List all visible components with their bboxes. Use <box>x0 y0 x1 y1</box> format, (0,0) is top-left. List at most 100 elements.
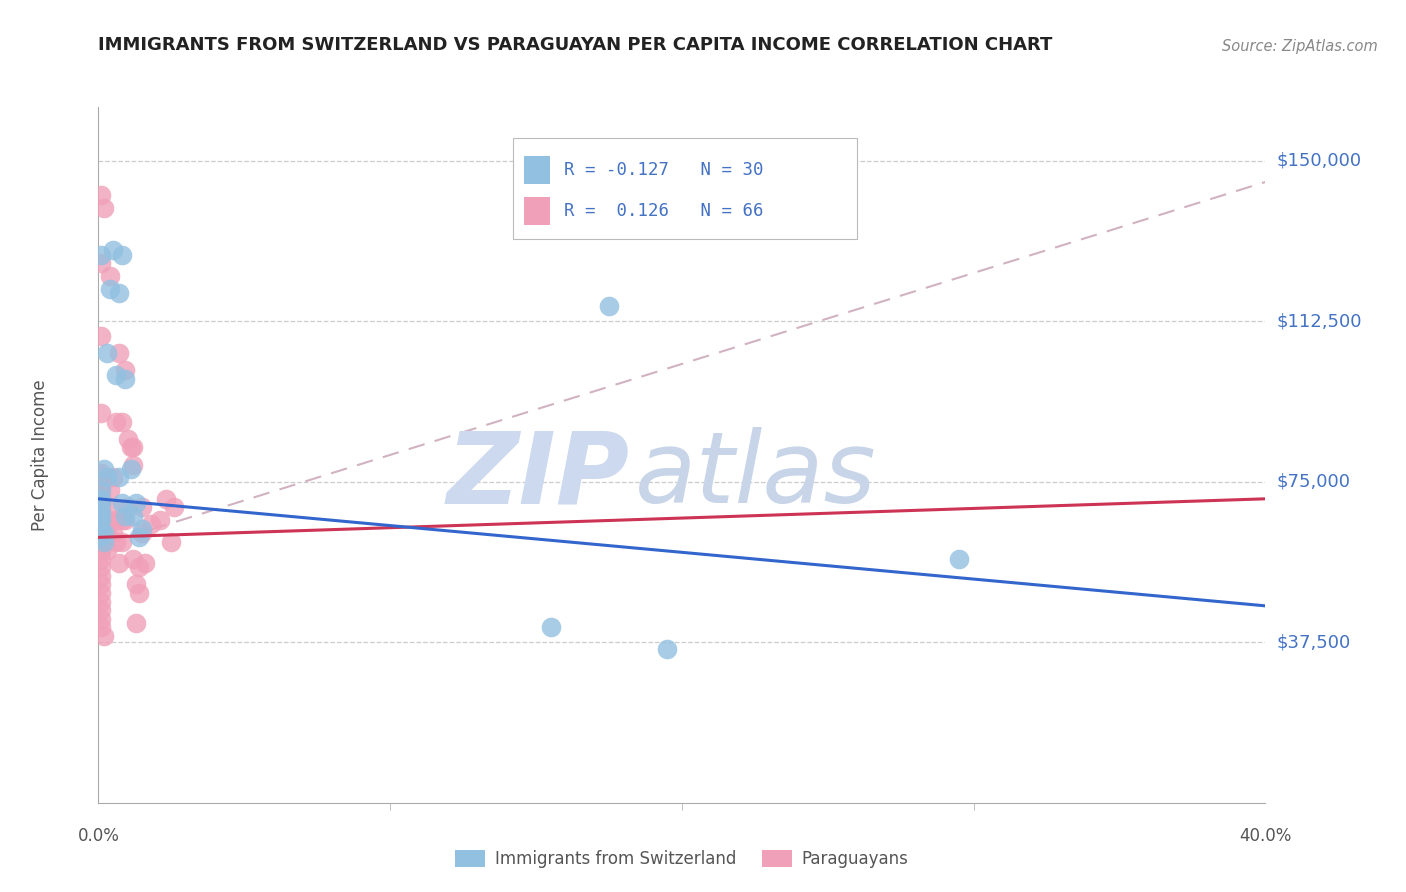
Point <box>90 496 112 510</box>
Point <box>90 522 112 536</box>
Point <box>149 513 172 527</box>
Point <box>96 513 118 527</box>
Point <box>108 346 131 360</box>
Point <box>90 187 112 202</box>
Point <box>155 491 177 506</box>
Point <box>90 577 112 591</box>
Point <box>90 505 112 519</box>
Point <box>93 462 115 476</box>
Point <box>104 513 127 527</box>
Point <box>90 475 112 489</box>
Point <box>108 556 131 570</box>
Point <box>101 244 124 258</box>
Point <box>104 415 127 429</box>
Point <box>98 269 121 284</box>
Point <box>117 500 139 515</box>
Point <box>131 522 153 536</box>
Point <box>90 543 112 558</box>
Point <box>90 526 112 541</box>
Point <box>125 615 148 630</box>
Point <box>128 530 150 544</box>
Point <box>125 496 148 510</box>
Point <box>114 513 136 527</box>
Point <box>98 483 121 498</box>
Point <box>90 517 112 532</box>
Text: R = -0.127   N = 30: R = -0.127 N = 30 <box>564 161 763 178</box>
Point <box>90 594 112 608</box>
Point <box>90 534 112 549</box>
Point <box>90 530 112 544</box>
FancyBboxPatch shape <box>513 138 856 239</box>
Point <box>96 543 118 558</box>
Point <box>114 508 136 523</box>
Point <box>90 256 112 270</box>
Point <box>134 556 156 570</box>
Point <box>90 508 112 523</box>
Point <box>122 551 145 566</box>
Point <box>540 620 562 634</box>
Legend: Immigrants from Switzerland, Paraguayans: Immigrants from Switzerland, Paraguayans <box>449 843 915 874</box>
Point <box>96 470 118 484</box>
Point <box>90 508 112 523</box>
Point <box>90 551 112 566</box>
Text: Per Capita Income: Per Capita Income <box>31 379 49 531</box>
Point <box>90 539 112 553</box>
Text: $75,000: $75,000 <box>1277 473 1351 491</box>
Point <box>111 248 134 262</box>
Point <box>111 513 134 527</box>
Point <box>120 462 142 476</box>
Text: 0.0%: 0.0% <box>77 827 120 845</box>
Text: R =  0.126   N = 66: R = 0.126 N = 66 <box>564 202 763 220</box>
Text: IMMIGRANTS FROM SWITZERLAND VS PARAGUAYAN PER CAPITA INCOME CORRELATION CHART: IMMIGRANTS FROM SWITZERLAND VS PARAGUAYA… <box>98 36 1053 54</box>
Point <box>98 282 121 296</box>
Point <box>90 496 112 510</box>
Point <box>108 286 131 301</box>
Point <box>122 441 145 455</box>
Point <box>117 432 139 446</box>
Point <box>122 458 145 472</box>
Point <box>93 526 115 541</box>
Point <box>114 372 136 386</box>
Point <box>131 526 153 541</box>
Text: $112,500: $112,500 <box>1277 312 1362 330</box>
Point <box>657 641 679 656</box>
Point <box>98 500 121 515</box>
Point <box>90 479 112 493</box>
Text: atlas: atlas <box>636 427 877 524</box>
Point <box>101 526 124 541</box>
Point <box>598 299 620 313</box>
Point <box>90 603 112 617</box>
Point <box>90 406 112 420</box>
Point <box>114 363 136 377</box>
Point <box>122 508 145 523</box>
Point <box>128 560 150 574</box>
Point <box>104 368 127 382</box>
Point <box>128 586 150 600</box>
FancyBboxPatch shape <box>524 197 550 226</box>
Point <box>160 534 183 549</box>
Point <box>125 577 148 591</box>
Point <box>90 612 112 626</box>
Point <box>90 487 112 501</box>
Point <box>111 496 134 510</box>
Point <box>101 470 124 484</box>
Point <box>90 491 112 506</box>
Text: $37,500: $37,500 <box>1277 633 1351 651</box>
Point <box>948 551 970 566</box>
Text: Source: ZipAtlas.com: Source: ZipAtlas.com <box>1222 38 1378 54</box>
Point <box>90 560 112 574</box>
Point <box>90 513 112 527</box>
Point <box>93 534 115 549</box>
Point <box>96 526 118 541</box>
Point <box>111 415 134 429</box>
Text: $150,000: $150,000 <box>1277 152 1361 169</box>
Point <box>93 629 115 643</box>
Point <box>96 346 118 360</box>
Point <box>90 248 112 262</box>
Point <box>131 500 153 515</box>
FancyBboxPatch shape <box>524 156 550 184</box>
Point <box>90 483 112 498</box>
Text: ZIP: ZIP <box>446 427 630 524</box>
Text: 40.0%: 40.0% <box>1239 827 1292 845</box>
Point <box>104 534 127 549</box>
